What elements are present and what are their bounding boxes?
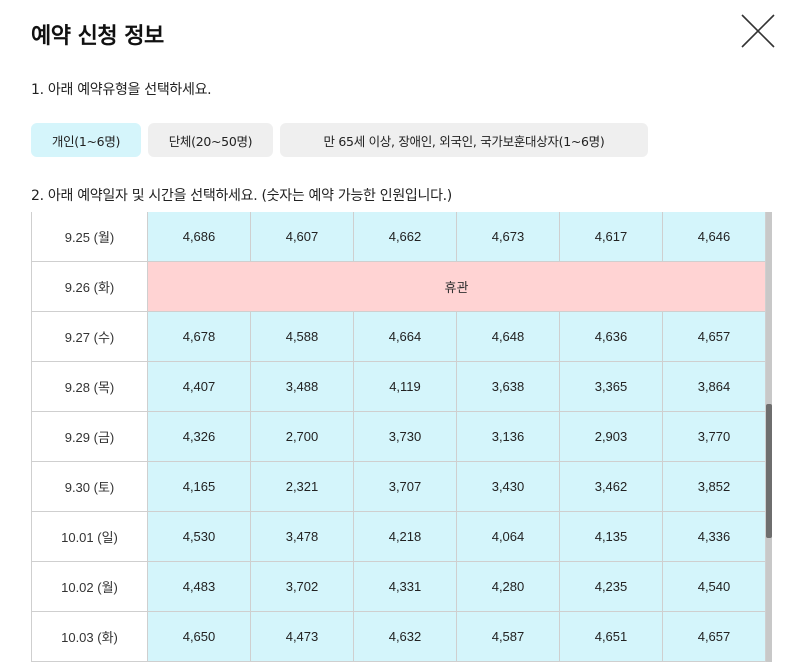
schedule-date-cell: 9.30 (토): [31, 460, 148, 512]
time-slot-cell[interactable]: 4,218: [353, 510, 457, 562]
modal-title: 예약 신청 정보: [31, 24, 164, 49]
close-button[interactable]: [738, 11, 778, 51]
schedule-table: 9.25 (월) 4,686 4,607 4,662 4,673 4,617 4,646 9.…: [31, 212, 766, 662]
schedule-row: 10.02 (월) 4,483 3,702 4,331 4,280 4,235 4,540: [31, 560, 766, 612]
time-slot-cell[interactable]: 4,662: [353, 212, 457, 262]
time-slot-cell[interactable]: 4,648: [456, 310, 560, 362]
time-slot-cell[interactable]: 4,657: [662, 310, 766, 362]
schedule-row: 10.03 (화) 4,650 4,473 4,632 4,587 4,651 4,657: [31, 610, 766, 662]
schedule-row: 9.25 (월) 4,686 4,607 4,662 4,673 4,617 4,646: [31, 212, 766, 262]
schedule-row: 9.27 (수) 4,678 4,588 4,664 4,648 4,636 4,657: [31, 310, 766, 362]
time-slot-cell[interactable]: 4,686: [147, 212, 251, 262]
time-slot-cell[interactable]: 3,852: [662, 460, 766, 512]
time-slot-cell[interactable]: 4,650: [147, 610, 251, 662]
time-slot-cell[interactable]: 4,646: [662, 212, 766, 262]
schedule-date-cell: 10.02 (월): [31, 560, 148, 612]
time-slot-cell[interactable]: 3,707: [353, 460, 457, 512]
time-slot-cell[interactable]: 4,119: [353, 360, 457, 412]
time-slot-cell[interactable]: 3,702: [250, 560, 354, 612]
schedule-row: 9.29 (금) 4,326 2,700 3,730 3,136 2,903 3,770: [31, 410, 766, 462]
time-slot-cell[interactable]: 4,657: [662, 610, 766, 662]
time-slot-cell[interactable]: 4,165: [147, 460, 251, 512]
time-slot-cell[interactable]: 2,321: [250, 460, 354, 512]
time-slot-cell[interactable]: 4,331: [353, 560, 457, 612]
type-individual-button[interactable]: 개인(1~6명): [31, 123, 141, 157]
closed-day-cell: 휴관: [147, 260, 766, 312]
time-slot-cell[interactable]: 3,430: [456, 460, 560, 512]
time-slot-cell[interactable]: 2,903: [559, 410, 663, 462]
schedule-date-cell: 9.26 (화): [31, 260, 148, 312]
time-slot-cell[interactable]: 4,587: [456, 610, 560, 662]
type-special-button[interactable]: 만 65세 이상, 장애인, 외국인, 국가보훈대상자(1~6명): [280, 123, 648, 157]
time-slot-cell[interactable]: 4,483: [147, 560, 251, 612]
time-slot-cell[interactable]: 4,540: [662, 560, 766, 612]
schedule-date-cell: 10.03 (화): [31, 610, 148, 662]
time-slot-cell[interactable]: 3,365: [559, 360, 663, 412]
time-slot-cell[interactable]: 4,664: [353, 310, 457, 362]
time-slot-cell[interactable]: 4,588: [250, 310, 354, 362]
time-slot-cell[interactable]: 2,700: [250, 410, 354, 462]
schedule-date-cell: 9.27 (수): [31, 310, 148, 362]
time-slot-cell[interactable]: 4,336: [662, 510, 766, 562]
time-slot-cell[interactable]: 3,488: [250, 360, 354, 412]
time-slot-cell[interactable]: 4,651: [559, 610, 663, 662]
schedule-date-cell: 9.28 (목): [31, 360, 148, 412]
time-slot-cell[interactable]: 4,678: [147, 310, 251, 362]
scrollbar-thumb[interactable]: [766, 404, 772, 538]
time-slot-cell[interactable]: 3,770: [662, 410, 766, 462]
time-slot-cell[interactable]: 4,235: [559, 560, 663, 612]
schedule-row: 9.28 (목) 4,407 3,488 4,119 3,638 3,365 3,864: [31, 360, 766, 412]
time-slot-cell[interactable]: 4,617: [559, 212, 663, 262]
schedule-date-cell: 9.29 (금): [31, 410, 148, 462]
time-slot-cell[interactable]: 3,478: [250, 510, 354, 562]
step1-label: 1. 아래 예약유형을 선택하세요.: [31, 82, 212, 98]
time-slot-cell[interactable]: 4,632: [353, 610, 457, 662]
type-group-button[interactable]: 단체(20~50명): [148, 123, 273, 157]
time-slot-cell[interactable]: 3,136: [456, 410, 560, 462]
time-slot-cell[interactable]: 4,326: [147, 410, 251, 462]
time-slot-cell[interactable]: 4,673: [456, 212, 560, 262]
schedule-date-cell: 9.25 (월): [31, 212, 148, 262]
time-slot-cell[interactable]: 4,407: [147, 360, 251, 412]
step2-label: 2. 아래 예약일자 및 시간을 선택하세요. (숫자는 예약 가능한 인원입니…: [31, 188, 452, 204]
reservation-type-group: 개인(1~6명) 단체(20~50명) 만 65세 이상, 장애인, 외국인, …: [31, 123, 655, 157]
schedule-table-container: 9.25 (월) 4,686 4,607 4,662 4,673 4,617 4,646 9.…: [31, 212, 766, 662]
time-slot-cell[interactable]: 3,864: [662, 360, 766, 412]
time-slot-cell[interactable]: 4,135: [559, 510, 663, 562]
time-slot-cell[interactable]: 3,462: [559, 460, 663, 512]
schedule-row: 9.26 (화) 휴관: [31, 260, 766, 312]
close-x-icon: [741, 14, 775, 48]
time-slot-cell[interactable]: 4,607: [250, 212, 354, 262]
schedule-date-cell: 10.01 (일): [31, 510, 148, 562]
time-slot-cell[interactable]: 4,473: [250, 610, 354, 662]
time-slot-cell[interactable]: 3,730: [353, 410, 457, 462]
time-slot-cell[interactable]: 4,064: [456, 510, 560, 562]
time-slot-cell[interactable]: 4,636: [559, 310, 663, 362]
schedule-row: 10.01 (일) 4,530 3,478 4,218 4,064 4,135 4,336: [31, 510, 766, 562]
time-slot-cell[interactable]: 4,280: [456, 560, 560, 612]
time-slot-cell[interactable]: 4,530: [147, 510, 251, 562]
time-slot-cell[interactable]: 3,638: [456, 360, 560, 412]
schedule-row: 9.30 (토) 4,165 2,321 3,707 3,430 3,462 3,852: [31, 460, 766, 512]
